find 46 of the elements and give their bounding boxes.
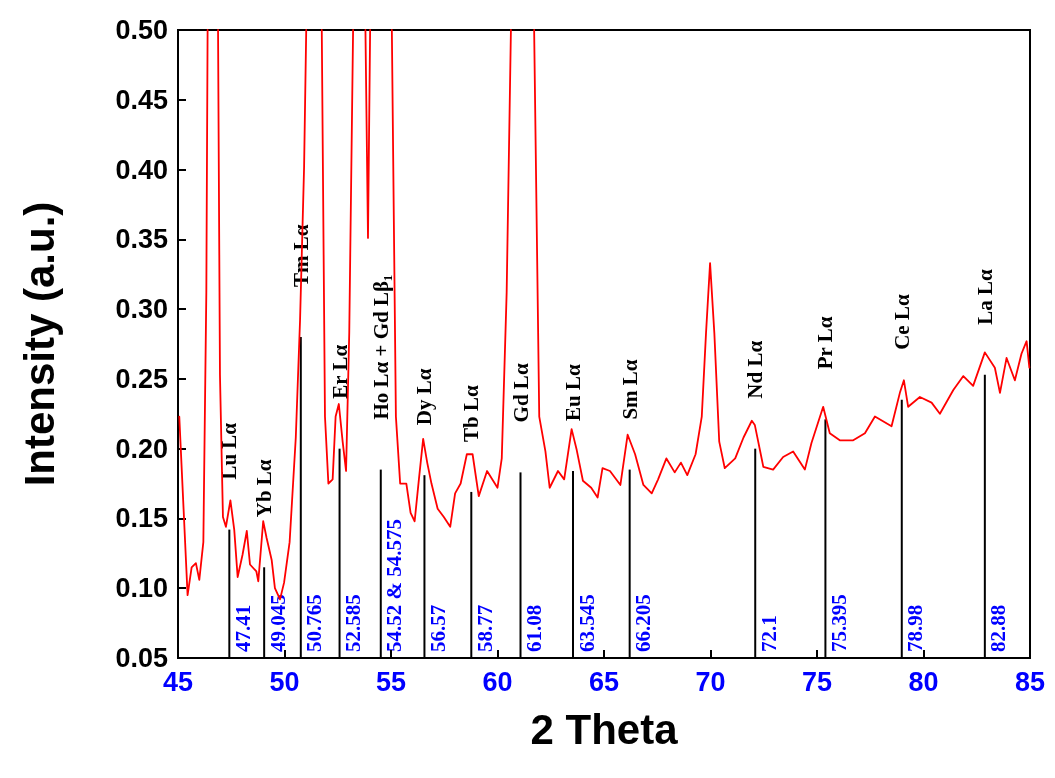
annotation: 49.045 (265, 594, 290, 652)
annotation: 63.545 (574, 594, 599, 652)
x-tick-label: 55 (375, 666, 407, 697)
annotation: 52.585 (341, 594, 366, 652)
annotation: Lu Lα (217, 422, 242, 480)
annotation: 82.88 (986, 604, 1011, 652)
annotation: 56.57 (425, 604, 450, 652)
x-tick-label: 80 (908, 666, 939, 697)
annotation: La Lα (972, 268, 997, 325)
annotation: Ho Lα + Gd Lβ₁ (368, 274, 393, 420)
annotation: Er Lα (327, 344, 352, 399)
annotation: Eu Lα (561, 364, 586, 421)
x-tick-label: 85 (1014, 666, 1046, 697)
annotation: 78.98 (903, 604, 928, 652)
y-tick-label: 0.40 (115, 154, 168, 185)
y-tick-label: 0.15 (115, 503, 168, 534)
y-tick-label: 0.25 (115, 363, 168, 394)
annotation: Sm Lα (617, 359, 642, 420)
annotation: Nd Lα (743, 340, 768, 399)
annotation: 58.77 (472, 604, 497, 652)
annotation: Yb Lα (252, 459, 277, 518)
y-tick-label: 0.10 (115, 573, 168, 604)
x-tick-label: 75 (801, 666, 833, 697)
annotation: Tb Lα (459, 384, 484, 442)
y-tick-label: 0.30 (115, 294, 168, 325)
x-tick-label: 60 (482, 666, 513, 697)
annotation: 47.41 (230, 604, 255, 652)
annotation: Pr Lα (813, 316, 838, 370)
x-tick-label: 65 (588, 666, 620, 697)
x-axis-title: 2 Theta (530, 705, 679, 753)
annotation: 66.205 (631, 594, 656, 652)
annotation: 72.1 (756, 615, 781, 652)
annotation: Dy Lα (412, 368, 437, 426)
annotation: Ce Lα (889, 294, 914, 350)
annotation: 75.395 (826, 594, 851, 652)
y-tick-label: 0.50 (115, 15, 168, 45)
annotation: 61.08 (522, 604, 546, 652)
y-axis-title: Intensity (a.u.) (15, 201, 63, 487)
x-tick-label: 70 (695, 666, 726, 697)
annotation: 54.52 & 54.575 (382, 519, 407, 652)
y-tick-label: 0.45 (115, 84, 168, 115)
y-tick-label: 0.20 (115, 433, 168, 464)
annotation: Gd Lα (508, 363, 533, 423)
y-tick-label: 0.35 (115, 224, 168, 255)
annotation: 50.765 (302, 594, 327, 652)
x-tick-label: 50 (269, 666, 300, 697)
